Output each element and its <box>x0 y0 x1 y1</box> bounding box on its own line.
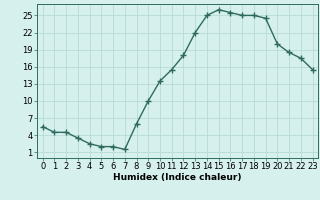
X-axis label: Humidex (Indice chaleur): Humidex (Indice chaleur) <box>113 173 242 182</box>
